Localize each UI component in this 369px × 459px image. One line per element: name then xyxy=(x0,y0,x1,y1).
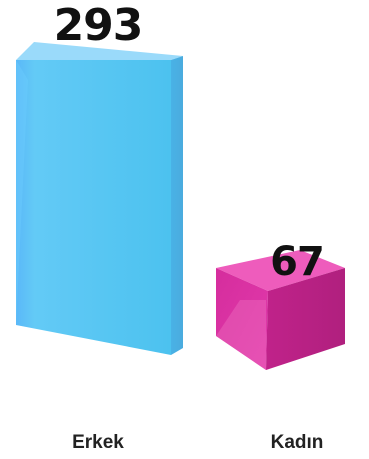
bar-kadin-side xyxy=(266,268,345,370)
bar-erkek-top xyxy=(16,42,183,60)
value-label-kadin: 67 xyxy=(270,239,324,285)
bar-kadin-top xyxy=(216,250,345,291)
bar-kadin-front xyxy=(216,268,268,370)
value-label-erkek: 293 xyxy=(54,0,143,51)
category-label-kadin: Kadın xyxy=(271,432,324,453)
bar-erkek xyxy=(16,42,183,355)
bar-erkek-highlight xyxy=(16,60,28,325)
bar-erkek-side xyxy=(171,56,183,355)
bar-kadin xyxy=(216,250,345,370)
category-label-erkek: Erkek xyxy=(72,432,124,453)
bar-erkek-front xyxy=(16,60,171,355)
bar-kadin-highlight xyxy=(216,300,266,370)
